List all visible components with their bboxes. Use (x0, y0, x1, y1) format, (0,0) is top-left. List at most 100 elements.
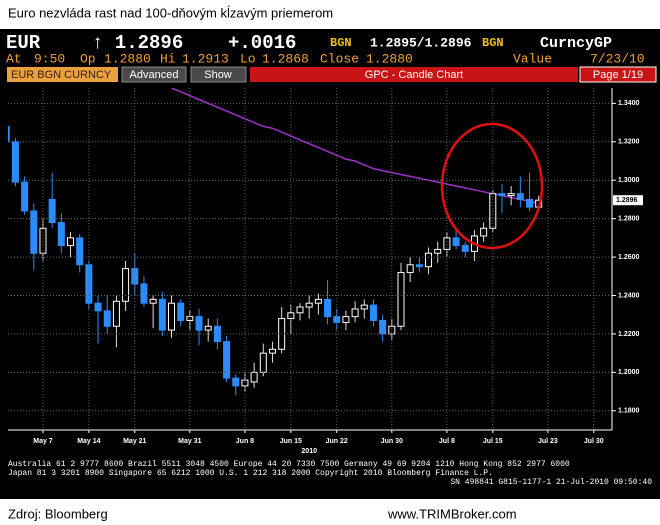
candle-body (158, 298, 166, 331)
candle-body (232, 377, 240, 387)
footer-line: Japan 81 3 3201 8900 Singapore 65 6212 1… (8, 469, 493, 478)
x-tick-label: May 31 (178, 438, 201, 445)
x-tick-label: Jul 30 (584, 438, 604, 445)
source: Zdroj: Bloomberg (8, 506, 108, 521)
x-tick-label: Jul 23 (538, 438, 558, 445)
candle-body (94, 302, 102, 312)
candle-body (30, 210, 38, 254)
candle-body (369, 304, 377, 321)
y-tick-label: 1.2200 (618, 331, 640, 338)
candle-body (8, 125, 10, 143)
ticker: EUR (6, 32, 41, 54)
candle-body (223, 341, 231, 379)
advanced-button[interactable] (121, 66, 187, 83)
tab-bar: EUR BGN CURNCY Advanced Show GPC - Candl… (7, 66, 657, 83)
candle-body (342, 316, 350, 323)
candle-body (452, 237, 460, 247)
last-price-box (613, 195, 643, 206)
site: www.TRIMBroker.com (387, 506, 517, 521)
y-tick-label: 1.2600 (618, 254, 640, 261)
label: Op (80, 51, 96, 66)
page-indicator[interactable] (579, 66, 657, 83)
value: 1.2913 (182, 51, 229, 66)
candle-body (425, 252, 433, 268)
source-2: BGN (482, 36, 504, 50)
x-tick-label: Jun 15 (280, 438, 302, 445)
candle-body (195, 316, 203, 331)
headline: Euro nezvláda rast nad 100-dňovým kĺzavý… (8, 5, 333, 20)
function: CurncyGP (540, 35, 612, 52)
label: At (6, 51, 22, 66)
x-tick-label: May 21 (123, 438, 146, 445)
candle-body (397, 271, 405, 327)
show-label: Show (204, 69, 232, 81)
candle-body (103, 310, 111, 327)
y-tick-label: 1.3000 (618, 177, 640, 184)
candle-body (498, 193, 506, 197)
x-tick-label: May 7 (33, 438, 53, 445)
security-tab-label: EUR BGN CURNCY (11, 69, 112, 81)
candle-body (360, 304, 368, 310)
candle-body (507, 193, 515, 197)
value: 1.2880 (104, 51, 151, 66)
candle-body (516, 193, 524, 200)
candle-body (131, 268, 139, 285)
value: 7/23/10 (590, 51, 645, 66)
candle-body (122, 268, 130, 302)
candle-body (480, 227, 488, 237)
last-price-label: 1.2896 (616, 197, 638, 204)
x-tick-label: Jun 8 (236, 438, 254, 445)
candle-body (57, 221, 65, 247)
candle-body (167, 302, 175, 331)
value: 9:50 (34, 51, 65, 66)
label: Hi (160, 51, 176, 66)
page-label: Page 1/19 (593, 69, 643, 81)
footer-line: Australia 61 2 9777 8600 Brazil 5511 304… (8, 460, 570, 469)
highlight-circle (440, 122, 544, 250)
candle-body (250, 371, 258, 383)
change: +.0016 (228, 32, 296, 54)
source-1: BGN (330, 36, 352, 50)
y-tick-label: 1.2400 (618, 292, 640, 299)
footer-line: SN 498841 G815-1177-1 21-Jul-2010 09:50:… (450, 478, 652, 487)
label: Value (513, 51, 552, 66)
candle-body (379, 319, 387, 335)
security-tab[interactable] (7, 67, 118, 82)
candle-body (48, 198, 56, 223)
candle-body (21, 181, 29, 212)
label: Close (320, 51, 359, 66)
chart-name: GPC - Candle Chart (365, 69, 463, 81)
terminal-panel (0, 29, 660, 499)
header-line-1: EUR ↑ 1.2896 +.0016 BGN 1.2895/1.2896 BG… (6, 32, 612, 54)
candle-body (287, 312, 295, 320)
candle-body (406, 264, 414, 273)
y-tick-label: 1.1800 (618, 408, 640, 415)
value: 1.2868 (262, 51, 309, 66)
show-button[interactable] (190, 66, 247, 83)
candle-body (268, 348, 276, 354)
y-tick-label: 1.3400 (618, 100, 640, 107)
x-tick-label: Jul 8 (439, 438, 455, 445)
candle-body (76, 237, 84, 266)
candle-body (461, 245, 469, 252)
candle-body (351, 308, 359, 318)
y-tick-label: 1.2000 (618, 369, 640, 376)
candle-body (526, 198, 534, 208)
candle-body (140, 283, 148, 304)
label: Lo (240, 51, 256, 66)
bid-ask: 1.2895/1.2896 (370, 35, 472, 50)
last: ↑ 1.2896 (92, 32, 183, 54)
candle-body (324, 298, 332, 318)
candle-body (213, 325, 221, 343)
x-year-label: 2010 (301, 448, 317, 455)
candle-body (443, 237, 451, 250)
x-tick-label: Jun 30 (381, 438, 403, 445)
candle-body (388, 325, 396, 335)
candle-body (67, 237, 75, 247)
y-tick-label: 1.3200 (618, 139, 640, 146)
candle-body (11, 141, 19, 183)
candle-body (434, 248, 442, 254)
candle-body (314, 298, 322, 304)
plot: 1.1800 1.2000 1.2200 1.2400 1.2600 1.2800 1.30… (8, 88, 643, 455)
